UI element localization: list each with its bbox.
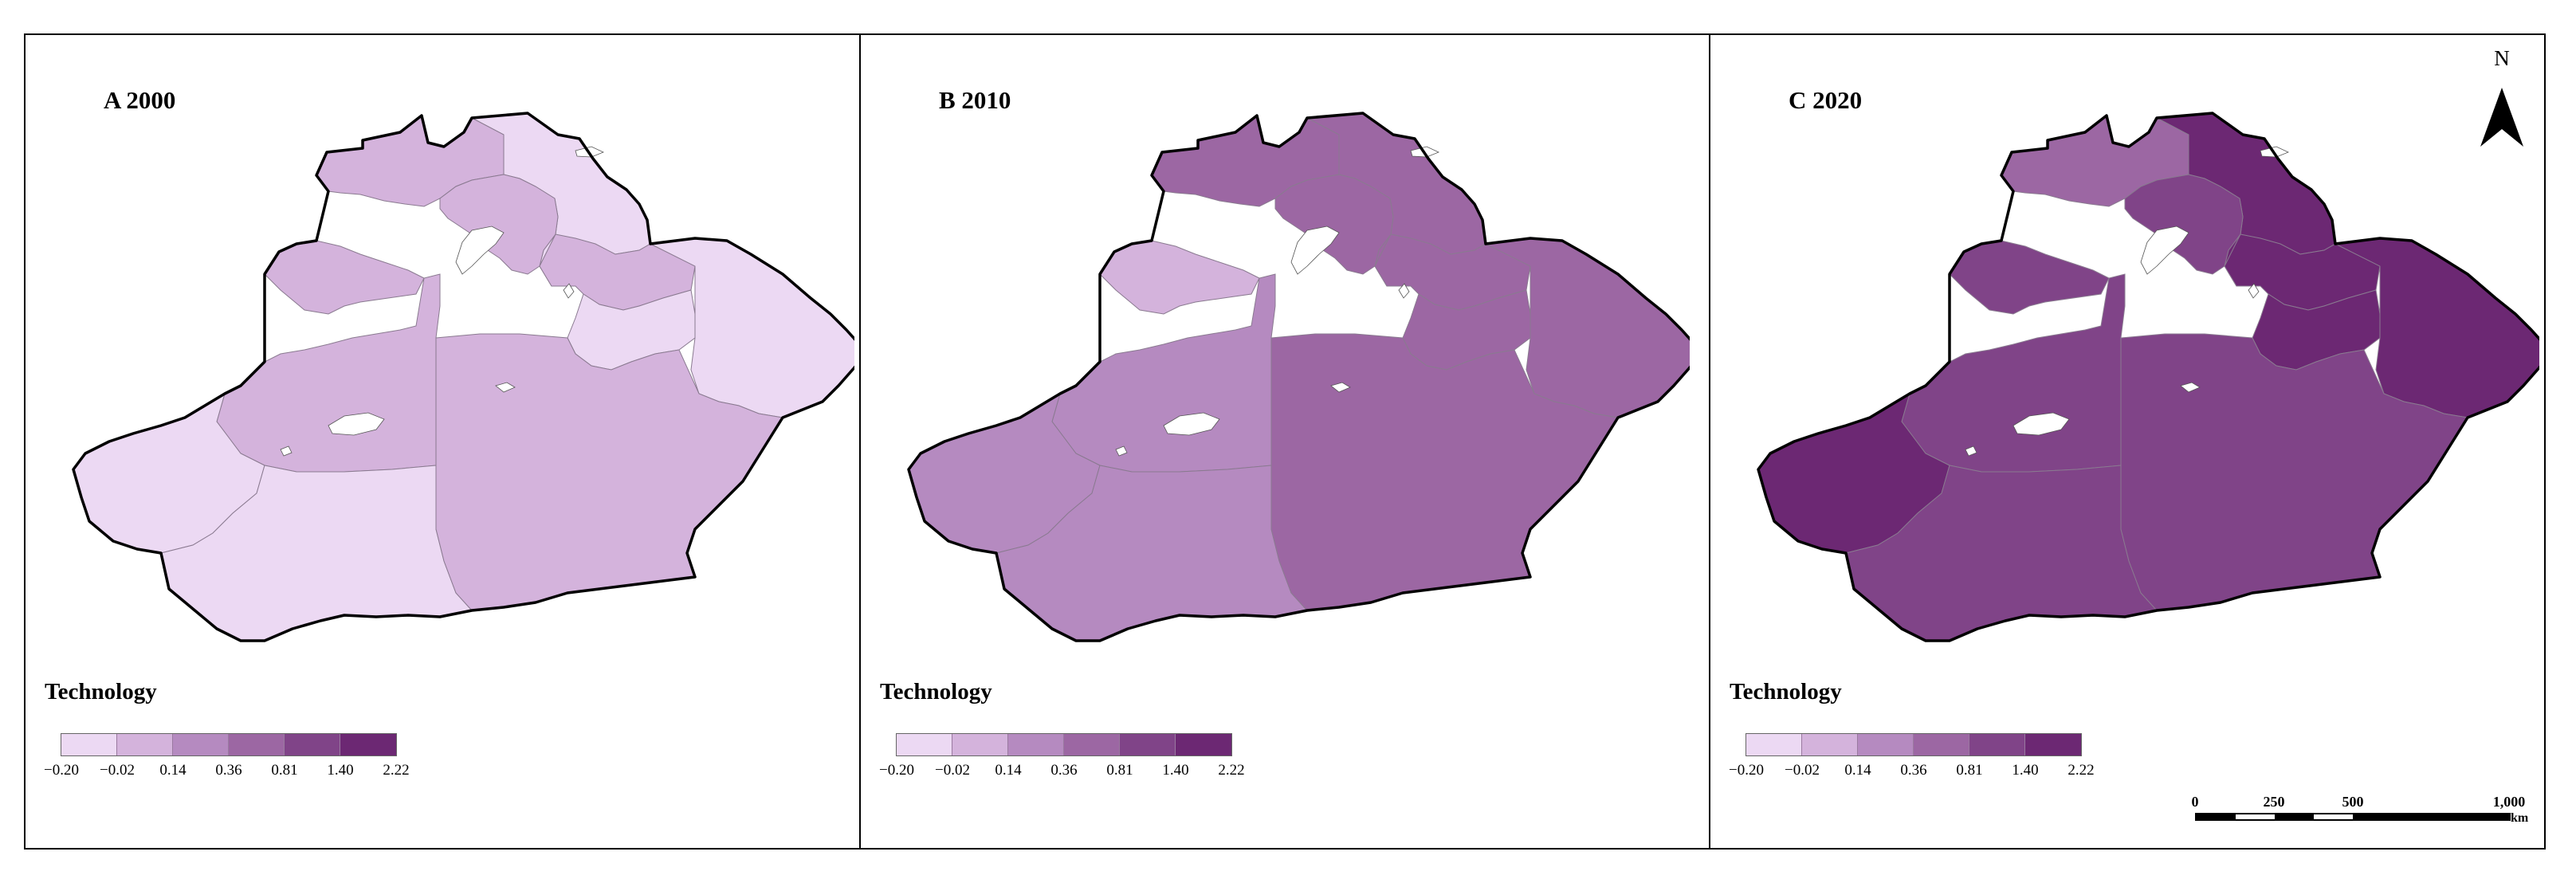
legend-title: Technology <box>45 679 157 704</box>
legend-swatch <box>1858 734 1914 755</box>
legend-tick: −0.20 <box>1729 762 1764 779</box>
scale-tick-0: 0 <box>2191 794 2199 810</box>
legend-tick: 2.22 <box>2067 762 2095 779</box>
scale-tick-1000: 1,000 <box>2492 794 2526 810</box>
legend-swatch <box>173 734 229 755</box>
scale-bar: 0 250 500 1,000 km <box>2191 794 2529 834</box>
legend-tick-labels: −0.20 −0.02 0.14 0.36 0.81 1.40 2.22 <box>1710 762 2189 786</box>
legend-tick: −0.20 <box>879 762 914 779</box>
map-panel-1: A 2000 Technology −0.20 −0.02 0.14 0.36 0.81 1.… <box>26 35 854 848</box>
lake-4 <box>1330 382 1351 393</box>
region-west-strip <box>1099 240 1260 315</box>
legend-tick-labels: −0.20 −0.02 0.14 0.36 0.81 1.40 2.22 <box>861 762 1339 786</box>
region-north-center <box>439 174 559 275</box>
region-west-strip <box>1949 240 2110 315</box>
legend-tick: 0.14 <box>1844 762 1871 779</box>
legend-title: Technology <box>1730 679 1842 704</box>
legend-color-bar <box>1745 733 2082 756</box>
legend-swatch <box>897 734 952 755</box>
lake-1 <box>455 226 505 275</box>
legend-title: Technology <box>880 679 992 704</box>
legend-tick: −0.02 <box>935 762 970 779</box>
legend-tick: 0.14 <box>159 762 187 779</box>
legend-tick-labels: −0.20 −0.02 0.14 0.36 0.81 1.40 2.22 <box>26 762 504 786</box>
legend-tick: 1.40 <box>327 762 354 779</box>
legend-tick: 0.14 <box>995 762 1022 779</box>
legend-swatch <box>1064 734 1120 755</box>
region-map <box>72 112 854 642</box>
north-arrow-label: N <box>2494 46 2510 70</box>
region-west-strip <box>264 240 425 315</box>
panel-title: B 2010 <box>939 86 1011 114</box>
map-panel-2: B 2010 Technology −0.20 −0.02 0.14 0.36 0.81 1.… <box>861 35 1690 848</box>
legend-swatch <box>1914 734 1969 755</box>
legend-swatch <box>1176 734 1231 755</box>
legend-color-bar <box>896 733 1232 756</box>
legend-tick: 0.36 <box>1900 762 1927 779</box>
legend-swatch <box>1008 734 1064 755</box>
legend-color-bar <box>61 733 397 756</box>
lake-3 <box>2012 412 2070 436</box>
lake-5 <box>563 283 575 299</box>
panel-divider-2 <box>1709 33 1710 850</box>
scale-bar-segments <box>2195 813 2511 821</box>
lake-6 <box>1115 445 1128 457</box>
legend-tick: 1.40 <box>1162 762 1189 779</box>
legend-swatch <box>1969 734 2025 755</box>
panel-divider-1 <box>859 33 861 850</box>
region-map <box>1757 112 2539 642</box>
lake-3 <box>328 412 385 436</box>
legend-swatch <box>2025 734 2081 755</box>
lake-5 <box>2248 283 2260 299</box>
legend-swatch <box>952 734 1008 755</box>
legend-swatch <box>285 734 340 755</box>
lake-3 <box>1163 412 1220 436</box>
legend-tick: 0.36 <box>215 762 242 779</box>
legend-swatch <box>1120 734 1176 755</box>
lake-6 <box>280 445 293 457</box>
region-outline <box>907 112 1690 642</box>
region-map <box>907 112 1690 642</box>
legend-tick: 0.81 <box>1106 762 1133 779</box>
region-north-center <box>2124 174 2244 275</box>
panel-title: A 2000 <box>104 86 176 114</box>
scale-unit: km <box>2511 811 2529 825</box>
legend-swatch <box>1746 734 1802 755</box>
north-arrow: N <box>2477 46 2527 150</box>
north-arrow-icon <box>2480 88 2523 147</box>
legend-swatch <box>340 734 396 755</box>
legend-tick: −0.02 <box>1785 762 1820 779</box>
legend-tick: 0.81 <box>1956 762 1983 779</box>
legend-tick: 2.22 <box>383 762 410 779</box>
figure-frame <box>24 33 2546 850</box>
legend-tick: 1.40 <box>2012 762 2039 779</box>
lake-1 <box>2140 226 2189 275</box>
region-outline <box>72 112 854 642</box>
lake-4 <box>495 382 516 393</box>
panel-title: C 2020 <box>1789 86 1863 114</box>
lake-6 <box>1965 445 1977 457</box>
legend-swatch <box>229 734 285 755</box>
scale-tick-500: 500 <box>2342 794 2364 810</box>
region-north-center <box>1274 174 1394 275</box>
legend-tick: −0.20 <box>44 762 79 779</box>
map-panel-3: C 2020 Technology −0.20 −0.02 0.14 0.36 0.81 1.… <box>1710 35 2539 848</box>
legend-swatch <box>117 734 173 755</box>
lake-4 <box>2180 382 2201 393</box>
legend-swatch <box>1802 734 1858 755</box>
lake-1 <box>1290 226 1340 275</box>
legend-tick: −0.02 <box>100 762 135 779</box>
lake-5 <box>1398 283 1410 299</box>
legend-tick: 2.22 <box>1218 762 1245 779</box>
legend-tick: 0.81 <box>271 762 298 779</box>
legend-tick: 0.36 <box>1050 762 1078 779</box>
region-outline <box>1757 112 2539 642</box>
scale-tick-250: 250 <box>2263 794 2285 810</box>
legend-swatch <box>61 734 117 755</box>
